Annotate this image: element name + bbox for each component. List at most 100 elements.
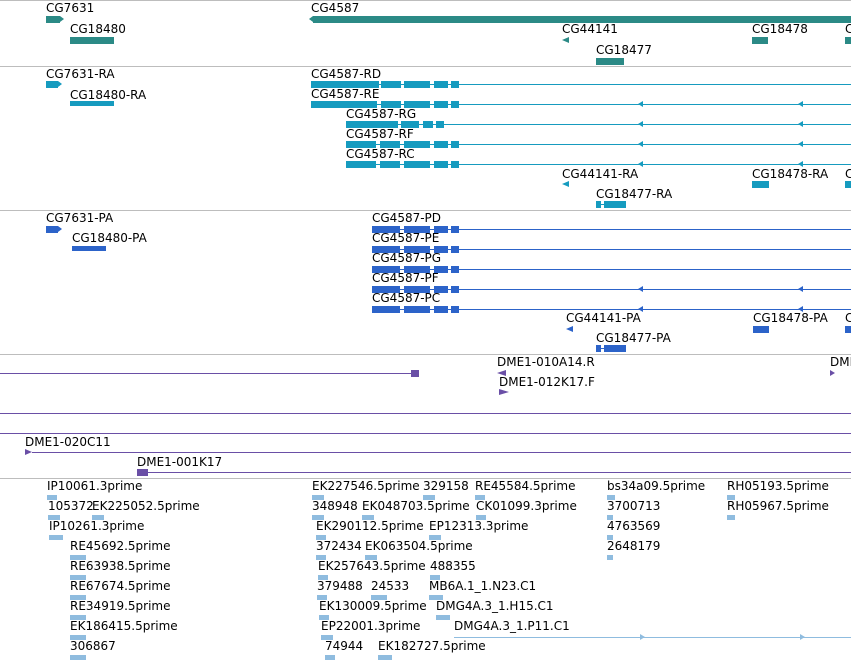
transcript-exon[interactable] (423, 121, 433, 128)
read-glyph[interactable] (607, 495, 615, 500)
transcript-glyph[interactable] (752, 181, 769, 188)
transcript-exon[interactable] (451, 161, 459, 168)
protein-glyph[interactable] (46, 226, 58, 233)
read-glyph[interactable] (607, 515, 613, 520)
transcript-exon[interactable] (346, 141, 376, 148)
transcript-exon[interactable] (380, 141, 400, 148)
protein-exon[interactable] (596, 345, 601, 352)
read-glyph[interactable] (312, 495, 324, 500)
transcript-exon[interactable] (346, 161, 376, 168)
transcript-exon[interactable] (434, 141, 448, 148)
protein-exon[interactable] (434, 246, 448, 253)
transcript-exon[interactable] (596, 201, 601, 208)
read-glyph[interactable] (47, 495, 57, 500)
clone-arrow[interactable] (830, 370, 835, 376)
transcript-exon[interactable] (380, 161, 400, 168)
clone-arrow[interactable] (497, 370, 506, 376)
protein-exon[interactable] (434, 226, 448, 233)
read-glyph[interactable] (317, 595, 327, 600)
read-glyph[interactable] (70, 555, 86, 560)
protein-glyph[interactable] (72, 246, 106, 251)
transcript-exon[interactable] (381, 81, 401, 88)
clone-end[interactable] (411, 370, 419, 377)
protein-exon[interactable] (434, 306, 448, 313)
protein-exon[interactable] (451, 286, 459, 293)
read-glyph[interactable] (378, 655, 392, 660)
protein-exon[interactable] (372, 226, 400, 233)
read-glyph[interactable] (727, 515, 735, 520)
read-glyph[interactable] (429, 595, 443, 600)
read-glyph[interactable] (607, 535, 613, 540)
protein-exon[interactable] (451, 266, 459, 273)
transcript-glyph[interactable] (845, 181, 851, 188)
read-glyph[interactable] (49, 535, 63, 540)
gene-glyph[interactable] (596, 58, 624, 65)
read-glyph[interactable] (607, 555, 613, 560)
read-glyph[interactable] (727, 495, 735, 500)
protein-exon[interactable] (372, 246, 400, 253)
protein-glyph[interactable] (845, 326, 851, 333)
transcript-exon[interactable] (434, 161, 448, 168)
gene-glyph[interactable] (70, 37, 114, 44)
read-glyph[interactable] (430, 575, 440, 580)
protein-exon[interactable] (404, 266, 430, 273)
read-glyph[interactable] (476, 515, 486, 520)
read-glyph[interactable] (48, 515, 60, 520)
read-glyph[interactable] (362, 515, 374, 520)
read-glyph[interactable] (70, 615, 86, 620)
transcript-exon[interactable] (404, 101, 430, 108)
protein-exon[interactable] (404, 306, 430, 313)
protein-exon[interactable] (404, 246, 430, 253)
transcript-glyph[interactable] (70, 101, 114, 106)
gene-glyph[interactable] (313, 16, 851, 23)
transcript-exon[interactable] (311, 101, 377, 108)
read-glyph[interactable] (318, 575, 328, 580)
read-glyph[interactable] (429, 535, 441, 540)
protein-exon[interactable] (372, 306, 400, 313)
read-glyph[interactable] (371, 595, 387, 600)
protein-glyph[interactable] (753, 326, 769, 333)
read-glyph[interactable] (70, 595, 86, 600)
transcript-exon[interactable] (434, 101, 448, 108)
gene-glyph[interactable] (46, 16, 60, 23)
transcript-exon[interactable] (451, 81, 459, 88)
protein-exon[interactable] (604, 345, 626, 352)
gene-glyph[interactable] (845, 37, 851, 44)
transcript-exon[interactable] (381, 101, 401, 108)
transcript-glyph[interactable] (46, 81, 58, 88)
clone-arrow[interactable] (25, 449, 32, 455)
protein-exon[interactable] (372, 266, 400, 273)
protein-exon[interactable] (451, 226, 459, 233)
transcript-exon[interactable] (604, 201, 626, 208)
transcript-exon[interactable] (401, 121, 419, 128)
read-glyph[interactable] (319, 615, 329, 620)
transcript-exon[interactable] (404, 161, 430, 168)
transcript-exon[interactable] (346, 121, 398, 128)
transcript-exon[interactable] (451, 101, 459, 108)
clone-arrow[interactable] (499, 389, 509, 395)
read-glyph[interactable] (312, 515, 324, 520)
gene-glyph[interactable] (752, 37, 768, 44)
protein-exon[interactable] (404, 226, 430, 233)
read-glyph[interactable] (321, 635, 333, 640)
transcript-exon[interactable] (434, 81, 448, 88)
read-glyph[interactable] (325, 655, 335, 660)
read-glyph[interactable] (70, 575, 86, 580)
read-glyph[interactable] (70, 635, 86, 640)
read-glyph[interactable] (70, 655, 86, 660)
transcript-exon[interactable] (436, 121, 444, 128)
read-glyph[interactable] (92, 515, 104, 520)
protein-exon[interactable] (434, 286, 448, 293)
clone-end[interactable] (137, 469, 148, 476)
read-glyph[interactable] (475, 495, 485, 500)
read-glyph[interactable] (423, 495, 435, 500)
transcript-exon[interactable] (451, 141, 459, 148)
protein-exon[interactable] (451, 246, 459, 253)
transcript-exon[interactable] (404, 81, 430, 88)
protein-exon[interactable] (404, 286, 430, 293)
read-glyph[interactable] (436, 615, 450, 620)
protein-exon[interactable] (372, 286, 400, 293)
read-glyph[interactable] (365, 555, 377, 560)
read-glyph[interactable] (316, 555, 326, 560)
transcript-exon[interactable] (404, 141, 430, 148)
